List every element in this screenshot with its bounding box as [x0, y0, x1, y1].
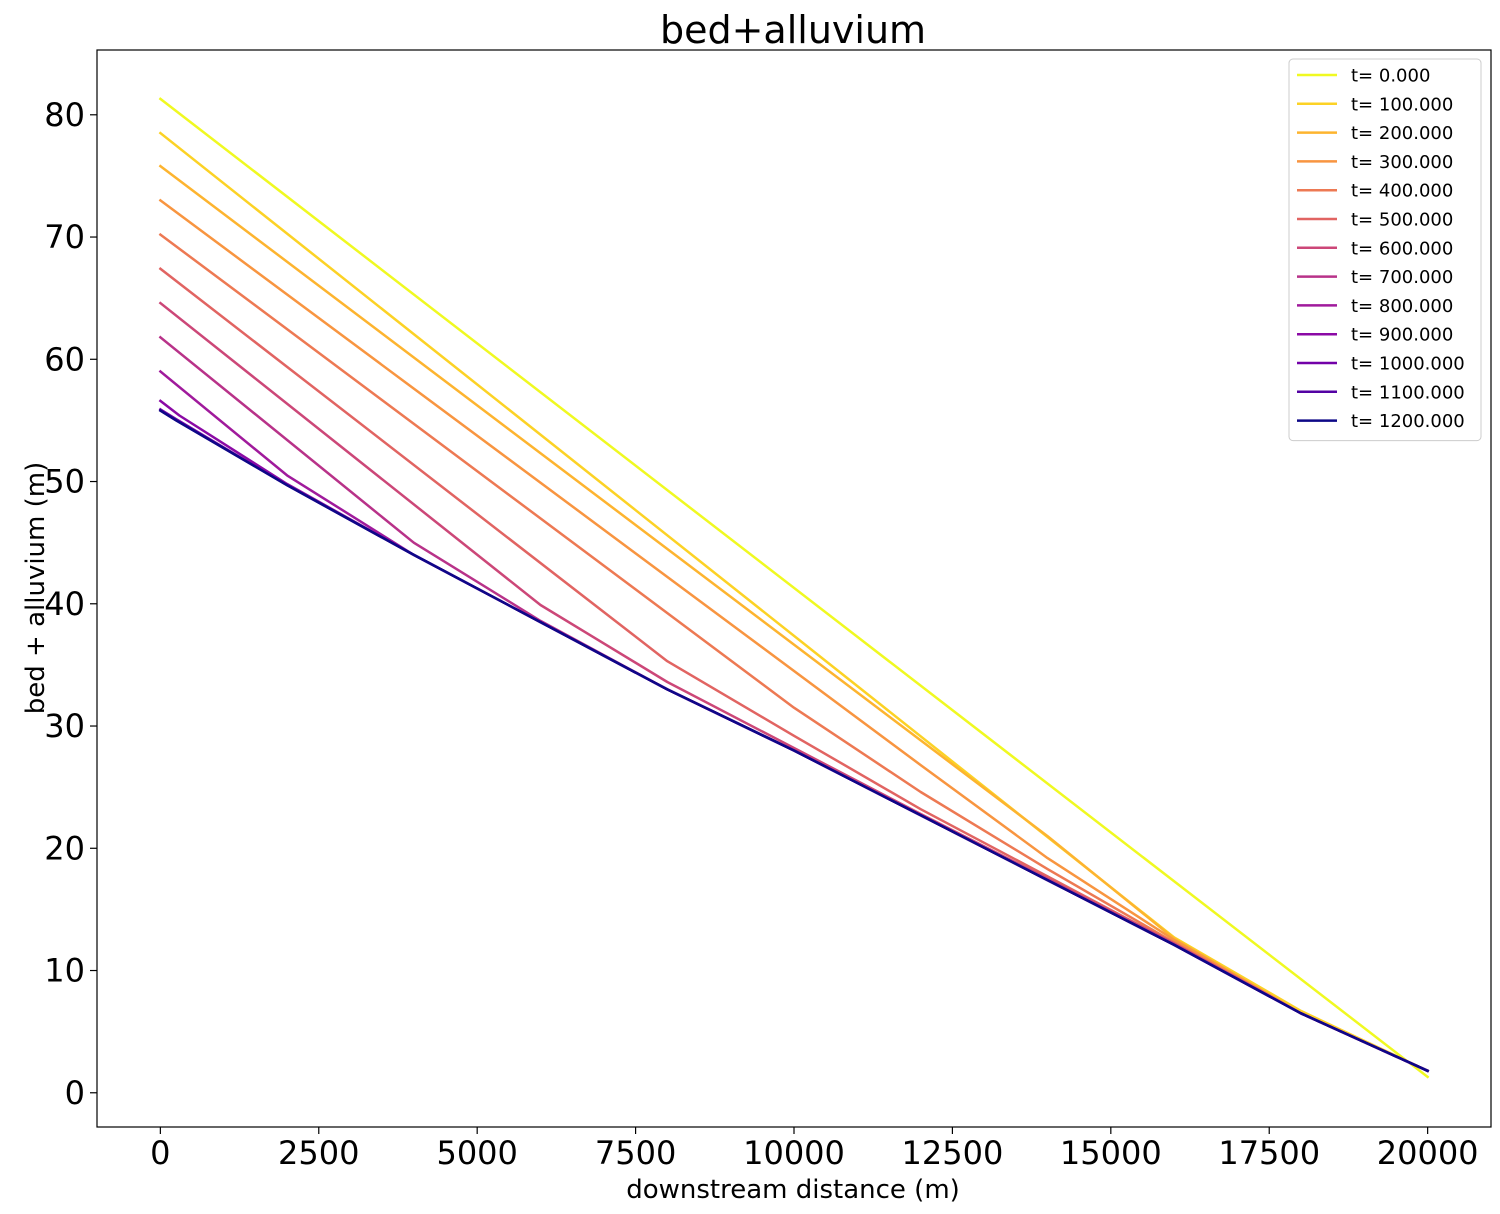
legend-label-5: t= 500.000 [1351, 210, 1453, 231]
legend-box [1288, 58, 1482, 442]
series-line-2 [158, 164, 1430, 1073]
y-tick-label-4: 40 [44, 585, 85, 623]
legend-label-1: t= 100.000 [1351, 94, 1453, 115]
y-tick-label-8: 80 [44, 96, 85, 134]
legend-label-6: t= 600.000 [1351, 238, 1453, 259]
y-tick-label-7: 70 [44, 218, 85, 256]
series-line-12 [158, 408, 1430, 1073]
legend-label-7: t= 700.000 [1351, 267, 1453, 288]
x-tick-label-8: 20000 [1377, 1134, 1479, 1172]
x-axis-ticks: 0 2500 5000 7500 10000 12500 15000 17500 20000 [150, 1127, 1479, 1172]
y-axis-ticks: 0 10 20 30 40 50 60 70 80 [44, 96, 97, 1112]
x-tick-label-5: 12500 [902, 1134, 1004, 1172]
series-line-6 [158, 301, 1430, 1073]
legend-label-2: t= 200.000 [1351, 123, 1453, 144]
series-line-11 [158, 408, 1430, 1073]
series-line-4 [158, 232, 1430, 1073]
legend-label-9: t= 900.000 [1351, 325, 1453, 346]
legend: t= 0.000 t= 100.000 t= 200.000 t= 300.000 t=… [1288, 58, 1482, 442]
y-tick-label-2: 20 [44, 829, 85, 867]
x-tick-label-6: 15000 [1060, 1134, 1162, 1172]
y-axis-label: bed + alluvium (m) [21, 462, 51, 714]
x-tick-label-0: 0 [150, 1134, 170, 1172]
legend-label-4: t= 400.000 [1351, 181, 1453, 202]
x-tick-label-3: 7500 [595, 1134, 676, 1172]
x-axis-label: downstream distance (m) [626, 1175, 960, 1205]
legend-label-12: t= 1200.000 [1351, 411, 1465, 432]
legend-label-8: t= 800.000 [1351, 296, 1453, 317]
chart-title: bed+alluvium [660, 8, 926, 52]
x-tick-label-2: 5000 [436, 1134, 517, 1172]
series-line-0 [158, 97, 1430, 1079]
y-tick-label-6: 60 [44, 340, 85, 378]
y-tick-label-0: 0 [65, 1074, 85, 1112]
y-tick-label-3: 30 [44, 707, 85, 745]
series-line-10 [158, 407, 1430, 1073]
x-tick-label-7: 17500 [1218, 1134, 1320, 1172]
plot-lines [158, 97, 1430, 1079]
legend-label-3: t= 300.000 [1351, 152, 1453, 173]
x-tick-label-4: 10000 [743, 1134, 845, 1172]
legend-label-0: t= 0.000 [1351, 66, 1430, 87]
series-line-7 [158, 335, 1430, 1073]
y-tick-label-1: 10 [44, 952, 85, 990]
series-line-8 [158, 369, 1430, 1073]
x-tick-label-1: 2500 [278, 1134, 359, 1172]
legend-label-10: t= 1000.000 [1351, 354, 1465, 375]
legend-label-11: t= 1100.000 [1351, 382, 1465, 403]
y-tick-label-5: 50 [44, 463, 85, 501]
plot-frame [96, 49, 1492, 1128]
